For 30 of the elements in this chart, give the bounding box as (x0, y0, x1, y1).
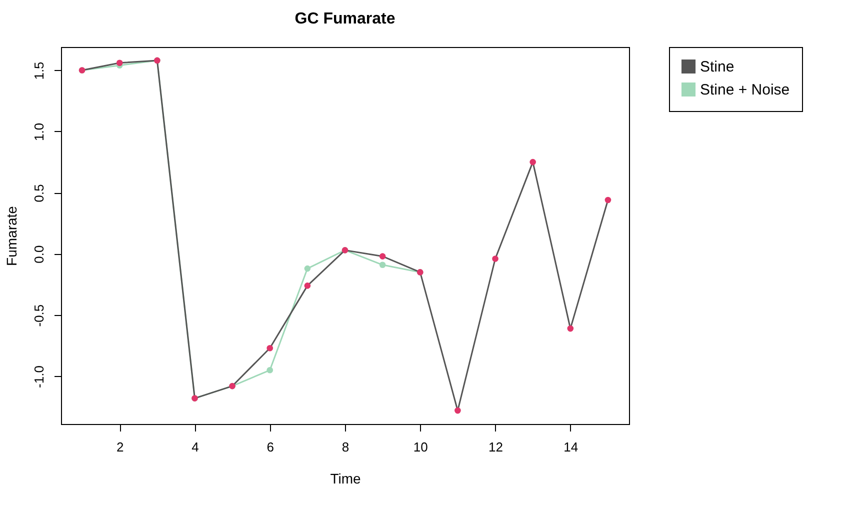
y-tick-label: -0.5 (32, 304, 46, 327)
legend-label: Stine + Noise (700, 82, 790, 98)
legend-label: Stine (700, 58, 734, 76)
y-tick-label: 0.5 (32, 184, 46, 202)
point (530, 158, 536, 166)
point (454, 407, 461, 414)
point (304, 265, 311, 272)
y-tick-label: 1.0 (32, 122, 46, 141)
point (379, 253, 386, 260)
x-tick-label: 6 (266, 440, 274, 454)
x-axis-title: Time (330, 470, 362, 486)
x-tick-label: 8 (342, 440, 350, 454)
y-axis-title: Fumarate (4, 206, 20, 266)
chart-title: GC Fumarate (294, 10, 396, 28)
y-tick-label: 0.0 (32, 245, 46, 264)
x-tick-label: 12 (488, 440, 503, 454)
x-tick-label: 2 (116, 440, 124, 454)
x-tick-label: 10 (413, 440, 428, 454)
point (604, 196, 612, 204)
point (379, 262, 386, 268)
y-tick-label: -1.0 (32, 366, 46, 388)
point (304, 282, 311, 289)
point (567, 325, 574, 332)
x-tick-label: 14 (564, 440, 578, 454)
point (266, 366, 274, 374)
y-tick-label: 1.5 (32, 62, 46, 80)
point (492, 256, 498, 262)
point (116, 60, 123, 66)
x-tick-label: 4 (192, 440, 199, 454)
point (266, 344, 274, 352)
